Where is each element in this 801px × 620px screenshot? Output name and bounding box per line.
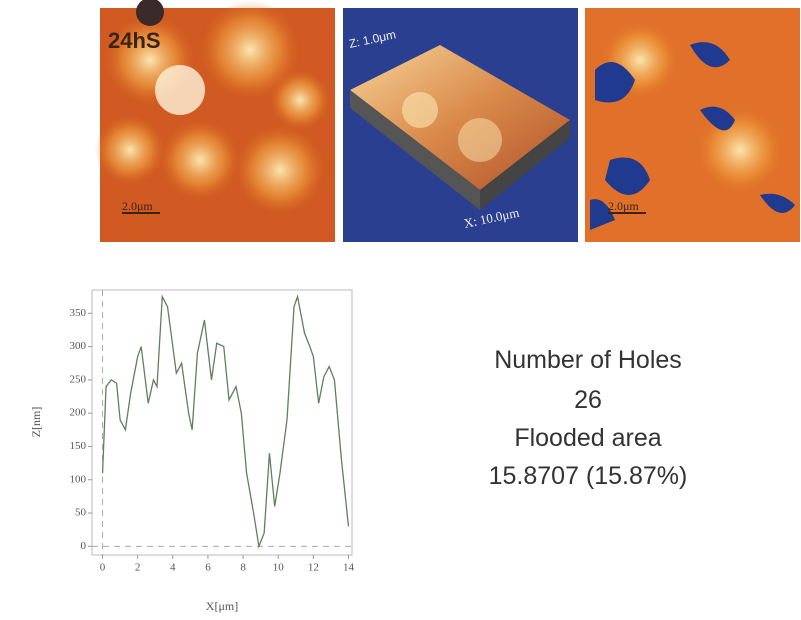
y-tick-label: 200 [70,407,87,419]
sample-label: 24hS [108,28,161,53]
y-tick-label: 0 [81,540,87,552]
x-tick-label: 6 [205,562,211,574]
area-label: Flooded area [514,424,661,452]
x-tick-label: 14 [343,562,355,574]
y-tick-label: 250 [70,373,87,385]
stats: Number of Holes 26 Flooded area 15.8707 … [489,346,688,490]
afm-image-left: 24hS 2.0μm [95,0,335,242]
x-axis-title: X[μm] [206,599,238,613]
y-tick-label: 50 [75,507,87,519]
profile-line [103,297,349,547]
x-tick-label: 10 [273,562,285,574]
afm-image-holes: 2.0μm [585,8,800,242]
afm-image-3d: Z: 1.0μm X: 10.0μm [343,8,578,242]
figure: 24hS 2.0μm Z: 1.0μm X: 10.0μm 2.0μm Z[nm… [0,0,801,620]
holes-label: Number of Holes [494,346,682,374]
x-tick-label: 0 [100,562,106,574]
y-tick-label: 150 [70,440,87,452]
x-tick-label: 2 [135,562,141,574]
y-axis-title: Z[nm] [29,407,43,438]
x-tick-label: 8 [240,562,246,574]
y-tick-label: 300 [70,340,87,352]
area-value: 15.8707 (15.87%) [489,462,688,490]
plot-frame [92,290,352,555]
x-tick-label: 12 [308,562,319,574]
x-tick-label: 4 [170,562,176,574]
y-tick-label: 350 [70,307,87,319]
scale-label: 2.0μm [122,199,153,213]
y-tick-label: 100 [70,473,87,485]
holes-value: 26 [574,386,602,414]
scale-label: 2.0μm [608,199,639,213]
